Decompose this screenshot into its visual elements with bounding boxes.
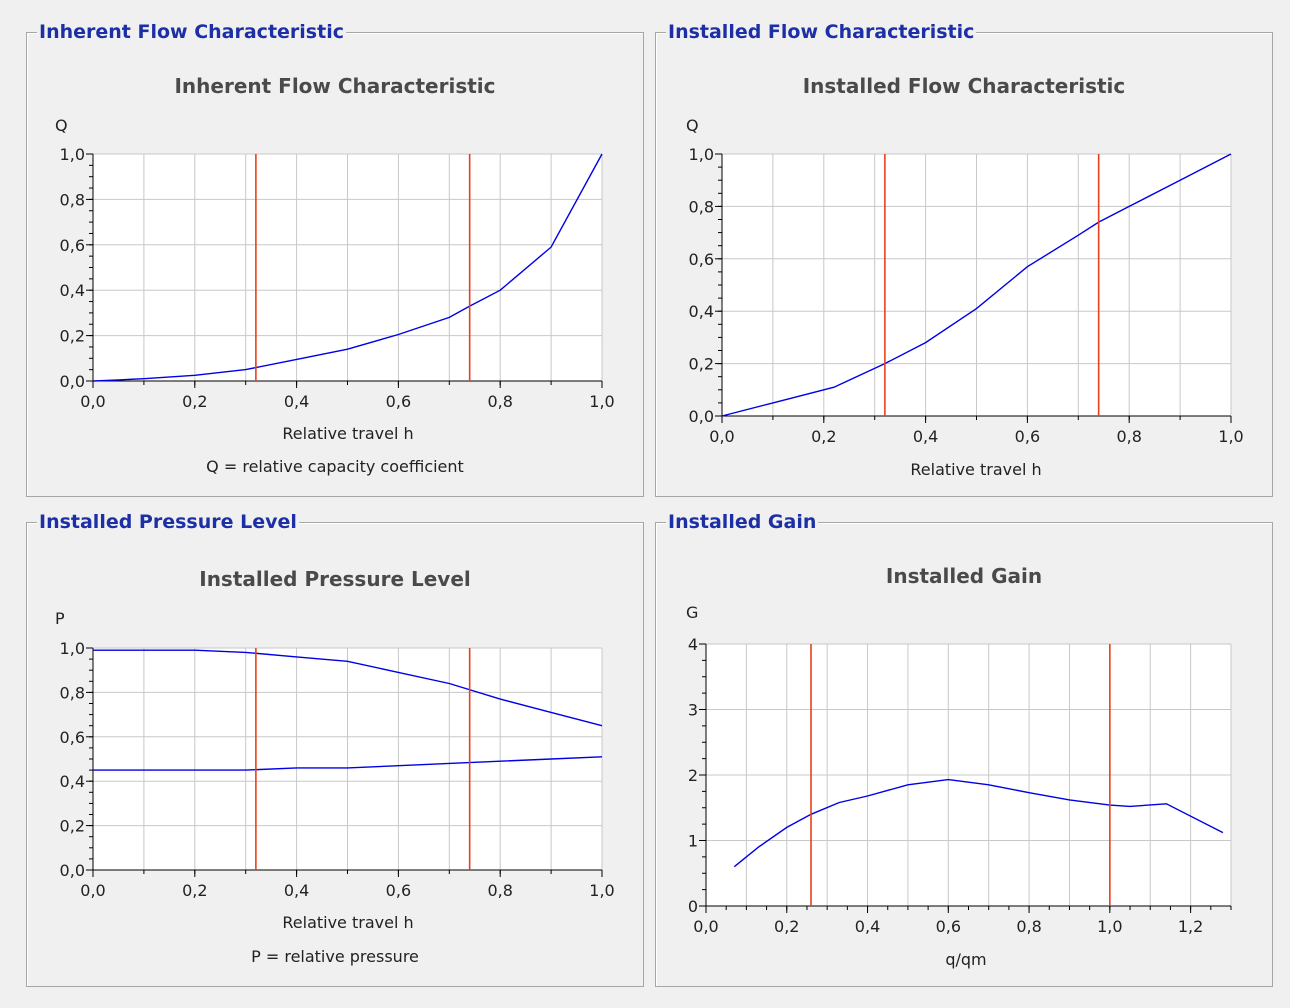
y-axis-label: G — [686, 603, 698, 622]
x-tick-label: 0,0 — [80, 881, 105, 900]
chart-installed-flow: Installed Flow Characteristic Q Relative… — [686, 74, 1244, 479]
series-line — [92, 153, 603, 382]
y-tick-label: 0,6 — [689, 250, 714, 269]
chart-title: Installed Gain — [886, 564, 1042, 588]
x-tick-label: 0,8 — [487, 392, 512, 411]
panel-inherent-flow: Inherent Flow Characteristic Inherent Fl… — [26, 20, 644, 497]
y-tick-label: 0,0 — [60, 372, 85, 391]
y-tick-label: 0,4 — [689, 302, 714, 321]
y-tick-label: 1,0 — [60, 639, 85, 658]
chart-inherent-flow: Inherent Flow Characteristic Q Relative … — [55, 74, 615, 476]
x-tick-label: 0,2 — [811, 427, 836, 446]
x-tick-label: 0,8 — [1116, 427, 1141, 446]
y-tick-label: 2 — [688, 766, 698, 785]
y-axis-label: Q — [686, 116, 699, 135]
y-tick-label: 0,0 — [689, 407, 714, 426]
y-tick-label: 1 — [688, 832, 698, 851]
panel-title: Installed Gain — [666, 510, 819, 534]
panel-installed-flow: Installed Flow Characteristic Installed … — [655, 20, 1273, 497]
panel-installed-gain: Installed Gain Installed Gain G q/qm 0,0… — [655, 510, 1273, 987]
y-tick-label: 0,2 — [689, 355, 714, 374]
y-tick-label: 0,4 — [60, 281, 85, 300]
panel-installed-pressure: Installed Pressure Level Installed Press… — [26, 510, 644, 987]
x-tick-label: 1,2 — [1178, 917, 1203, 936]
x-tick-label: 0,8 — [1016, 917, 1041, 936]
panel-title: Inherent Flow Characteristic — [37, 20, 346, 44]
y-tick-label: 0 — [688, 897, 698, 916]
x-tick-label: 0,6 — [386, 392, 411, 411]
x-axis-label: q/qm — [945, 950, 986, 969]
x-tick-label: 0,0 — [80, 392, 105, 411]
y-tick-label: 1,0 — [689, 145, 714, 164]
y-tick-label: 4 — [688, 635, 698, 654]
y-axis-label: Q — [55, 116, 68, 135]
chart-title: Installed Flow Characteristic — [803, 74, 1126, 98]
series-line — [93, 756, 603, 771]
x-tick-label: 0,2 — [774, 917, 799, 936]
x-tick-label: 0,2 — [182, 881, 207, 900]
y-tick-label: 0,8 — [60, 683, 85, 702]
x-tick-label: 0,0 — [693, 917, 718, 936]
x-tick-label: 0,6 — [1015, 427, 1040, 446]
y-tick-label: 3 — [688, 701, 698, 720]
chart-footnote: P = relative pressure — [251, 947, 419, 966]
series-line — [93, 649, 603, 727]
chart-footnote: Q = relative capacity coefficient — [206, 457, 464, 476]
x-tick-label: 0,0 — [709, 427, 734, 446]
y-tick-label: 0,0 — [60, 861, 85, 880]
y-tick-label: 1,0 — [60, 145, 85, 164]
x-axis-label: Relative travel h — [910, 460, 1041, 479]
y-tick-label: 0,8 — [60, 190, 85, 209]
y-tick-label: 0,6 — [60, 236, 85, 255]
y-tick-label: 0,6 — [60, 728, 85, 747]
x-tick-label: 0,6 — [386, 881, 411, 900]
chart-title: Inherent Flow Characteristic — [174, 74, 495, 98]
series-line — [721, 153, 1232, 417]
x-tick-label: 1,0 — [589, 392, 614, 411]
panel-title: Installed Flow Characteristic — [666, 20, 977, 44]
x-tick-label: 0,4 — [913, 427, 938, 446]
y-tick-label: 0,2 — [60, 817, 85, 836]
x-tick-label: 0,6 — [936, 917, 961, 936]
panel-title: Installed Pressure Level — [37, 510, 299, 534]
x-tick-label: 0,4 — [855, 917, 880, 936]
y-tick-label: 0,2 — [60, 327, 85, 346]
x-tick-label: 1,0 — [1097, 917, 1122, 936]
x-axis-label: Relative travel h — [282, 424, 413, 443]
x-tick-label: 1,0 — [1218, 427, 1243, 446]
x-tick-label: 1,0 — [589, 881, 614, 900]
chart-title: Installed Pressure Level — [199, 567, 470, 591]
y-tick-label: 0,4 — [60, 772, 85, 791]
y-tick-label: 0,8 — [689, 197, 714, 216]
x-tick-label: 0,8 — [487, 881, 512, 900]
y-axis-label: P — [55, 609, 65, 628]
x-tick-label: 0,4 — [284, 881, 309, 900]
x-tick-label: 0,4 — [284, 392, 309, 411]
x-tick-label: 0,2 — [182, 392, 207, 411]
x-axis-label: Relative travel h — [282, 913, 413, 932]
chart-installed-gain: Installed Gain G q/qm 0,0 0,2 0,4 0,6 0,8 1,0… — [686, 564, 1232, 969]
series-line — [733, 778, 1224, 868]
chart-installed-pressure: Installed Pressure Level P Relative trav… — [55, 567, 615, 966]
